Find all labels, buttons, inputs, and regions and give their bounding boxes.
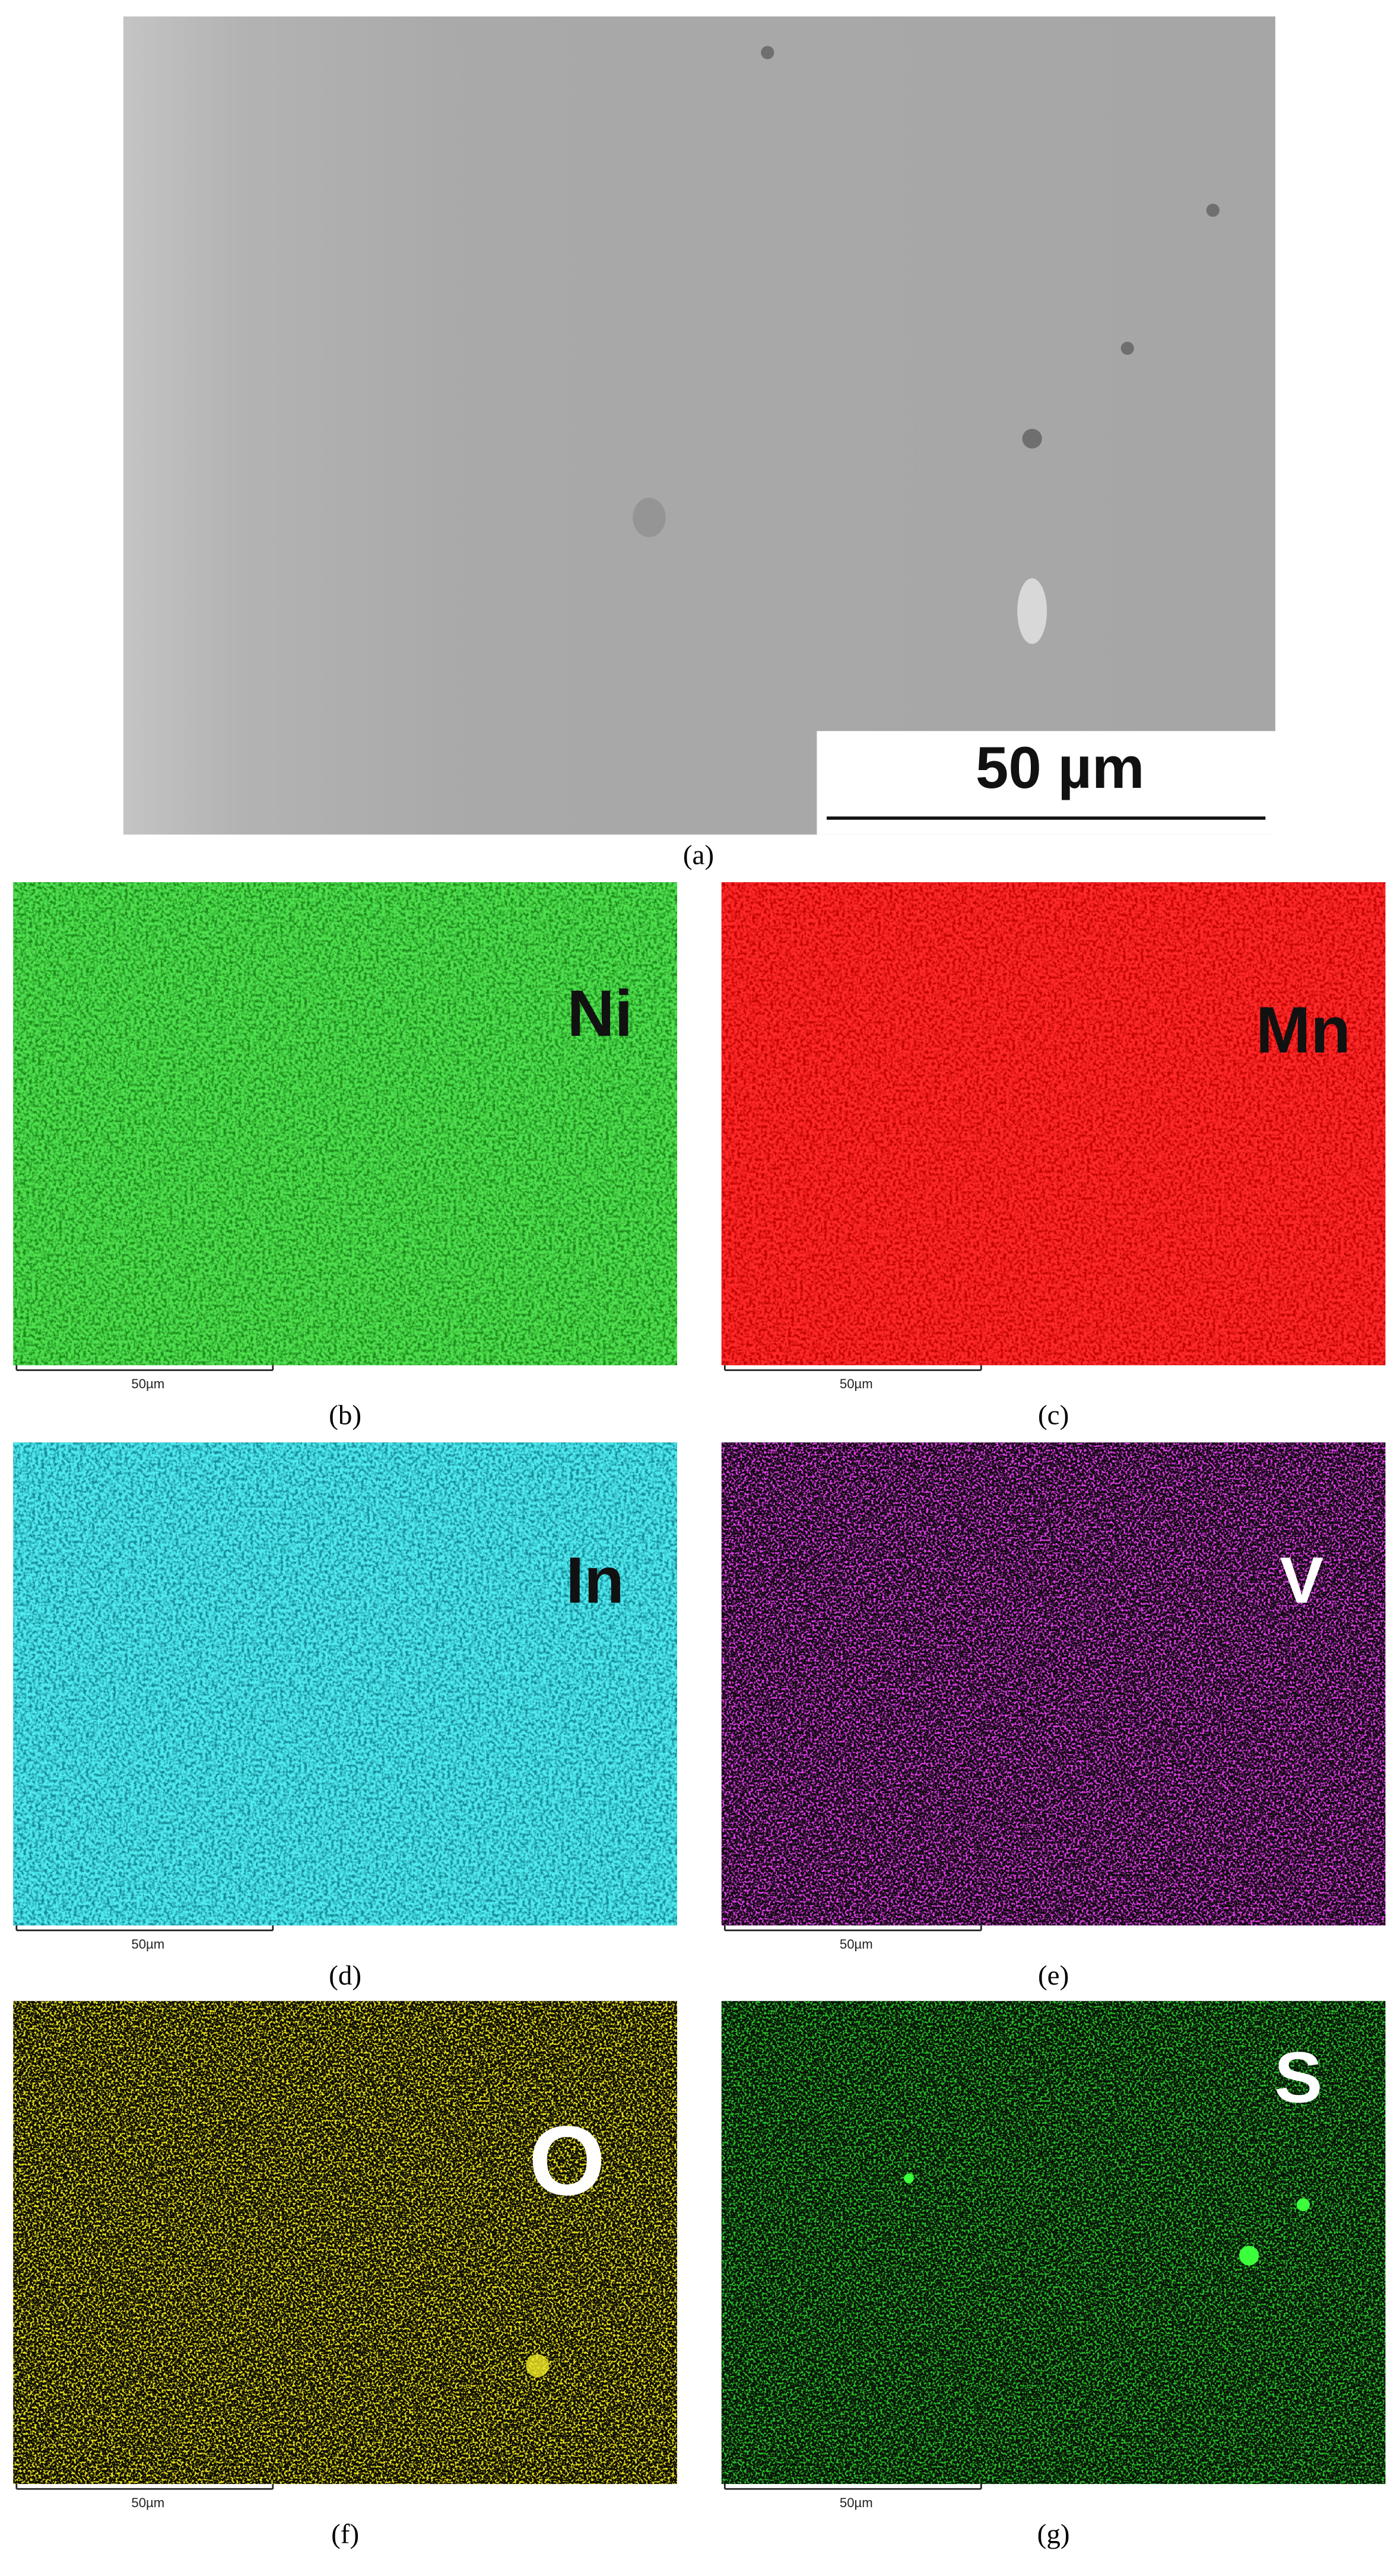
eds-speckle [721,882,1386,1366]
panel-caption: (d) [329,1960,361,1991]
eds-speckle [13,882,678,1366]
element-label: V [1279,1544,1323,1617]
eds-speckle [13,1442,678,1926]
panel-caption: (e) [1038,1960,1069,1991]
sem-feature [1017,578,1047,644]
sem-image [123,16,1275,835]
scale-label: 50µm [131,2495,164,2510]
sem-feature [1206,203,1220,217]
panel-caption: (b) [329,1400,361,1431]
panel-caption: (f) [331,2518,359,2549]
eds-hotspot [1239,2246,1259,2266]
sem-feature [633,498,666,538]
element-label: In [566,1544,624,1617]
panel-caption: (a) [683,839,714,870]
scale-label: 50µm [131,1936,164,1951]
scale-label: 50µm [840,1936,873,1951]
element-label: O [529,2106,605,2216]
eds-speckle [13,2001,678,2484]
sem-feature [1120,341,1134,355]
scale-label: 50µm [840,2495,873,2510]
sem-feature [1022,428,1042,449]
scale-label: 50µm [840,1376,873,1391]
eds-speckle [721,2001,1386,2484]
element-label: Ni [567,977,633,1050]
sem-feature [761,46,774,59]
eds-speckle [721,1442,1386,1926]
eds-hotspot [1296,2198,1310,2212]
panel-caption: (c) [1038,1400,1069,1431]
scale-label: 50µm [131,1376,164,1391]
element-label: Mn [1256,994,1351,1067]
element-label: S [1274,2037,1322,2117]
eds-hotspot [904,2173,914,2184]
eds-hotspot [526,2354,550,2377]
panel-caption: (g) [1037,2518,1070,2549]
scale-label: 50 µm [976,735,1145,801]
